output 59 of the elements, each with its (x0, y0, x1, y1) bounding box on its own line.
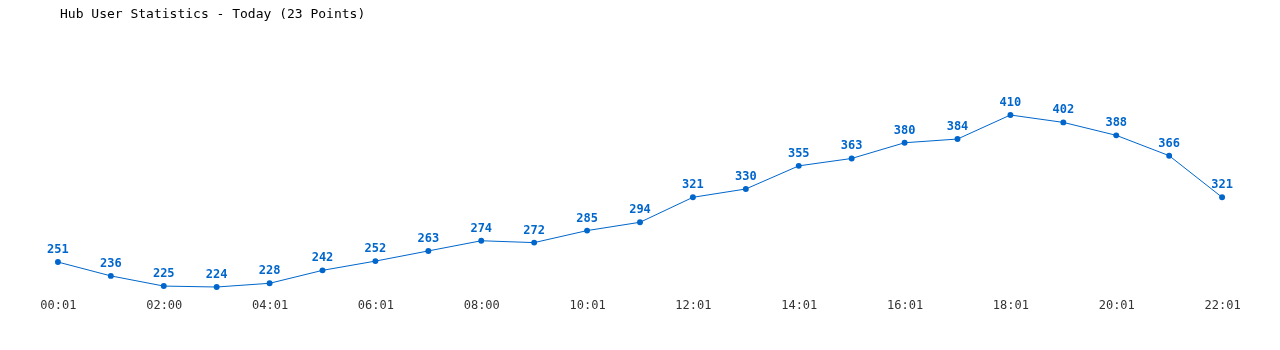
point (637, 219, 643, 226)
point (1166, 152, 1173, 159)
point (531, 239, 538, 246)
data-label: 263 (417, 230, 440, 245)
data-label: 236 (99, 255, 122, 270)
x-tick-label: 22:01 (1204, 297, 1241, 312)
data-label: 384 (946, 119, 969, 134)
data-label: 321 (682, 177, 704, 192)
point (1219, 194, 1226, 201)
data-label: 225 (152, 266, 175, 281)
x-tick-label: 12:01 (675, 297, 712, 312)
point (1113, 132, 1120, 139)
data-label: 410 (999, 95, 1022, 109)
chart-title: Hub User Statistics - Today (23 Points) (60, 6, 366, 21)
data-label: 330 (734, 168, 757, 183)
point (1007, 112, 1014, 118)
point (1060, 119, 1067, 126)
point (425, 247, 432, 254)
x-tick-label: 00:01 (40, 297, 77, 312)
data-label: 321 (1211, 177, 1233, 192)
x-tick-label: 14:01 (781, 297, 818, 312)
x-tick-label: 16:01 (887, 297, 924, 312)
x-tick-label: 08:00 (463, 297, 500, 312)
data-label: 355 (787, 145, 810, 160)
data-label: 363 (840, 138, 863, 153)
data-label: 228 (258, 263, 281, 278)
data-label: 366 (1158, 135, 1181, 150)
point (319, 267, 326, 274)
point (54, 259, 61, 265)
point (213, 284, 220, 290)
x-tick-label: 18:01 (992, 297, 1029, 312)
data-label: 272 (523, 222, 546, 237)
x-tick-label: 10:01 (569, 297, 606, 312)
point (266, 280, 273, 287)
point (478, 237, 485, 244)
point (795, 162, 802, 169)
x-tick-label: 04:01 (252, 297, 289, 312)
point (954, 136, 961, 142)
point (742, 186, 749, 192)
data-label: 402 (1052, 102, 1075, 117)
data-label: 294 (629, 202, 651, 217)
point (689, 194, 696, 201)
data-label: 285 (576, 210, 598, 225)
data-label: 252 (364, 241, 387, 256)
data-label: 388 (1105, 115, 1128, 130)
data-label: 224 (205, 267, 228, 281)
data-label: 251 (47, 242, 69, 257)
data-label: 380 (893, 122, 916, 137)
point (107, 272, 114, 279)
x-tick-label: 20:01 (1098, 297, 1135, 312)
data-label: 274 (470, 220, 493, 235)
data-label: 242 (311, 250, 334, 265)
x-tick-label: 02:00 (146, 297, 183, 312)
point (901, 139, 908, 146)
point (372, 258, 379, 265)
point (848, 155, 855, 162)
x-tick-label: 06:01 (357, 297, 394, 312)
point (160, 283, 167, 290)
point (584, 227, 591, 234)
